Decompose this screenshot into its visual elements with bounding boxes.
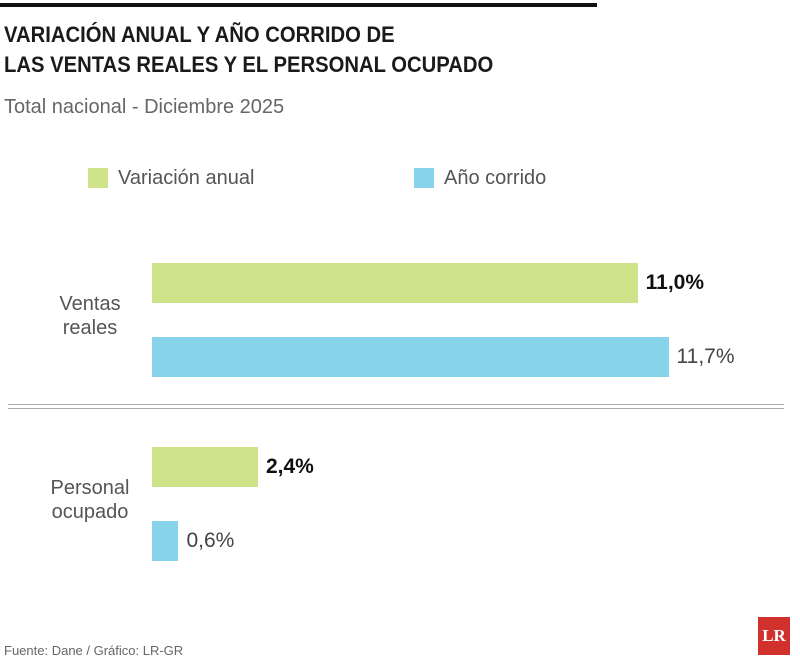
value-label: 0,6%: [186, 529, 235, 552]
value-label: 11,0%: [645, 271, 705, 294]
legend-swatch: [88, 168, 108, 188]
source: Fuente: Dane / Gráfico: LR-GR: [4, 643, 184, 658]
separator: [8, 404, 784, 409]
bar: [152, 521, 179, 561]
top-rule: [0, 3, 597, 7]
chart-title: VARIACIÓN ANUAL Y AÑO CORRIDO DE LAS VEN…: [4, 22, 494, 77]
chart-subtitle: Total nacional - Diciembre 2025: [4, 96, 285, 118]
value-label: 11,7%: [676, 345, 735, 368]
legend-label: Variación anual: [118, 167, 255, 189]
category-label: Ventas reales: [59, 293, 121, 339]
category-label: Personal ocupado: [50, 477, 130, 523]
bar: [152, 337, 669, 377]
bar: [152, 447, 258, 487]
legend-label: Año corrido: [444, 167, 547, 189]
bar: [152, 263, 638, 303]
legend-swatch: [414, 168, 434, 188]
logo: LR: [758, 617, 790, 655]
value-label: 2,4%: [265, 455, 314, 478]
